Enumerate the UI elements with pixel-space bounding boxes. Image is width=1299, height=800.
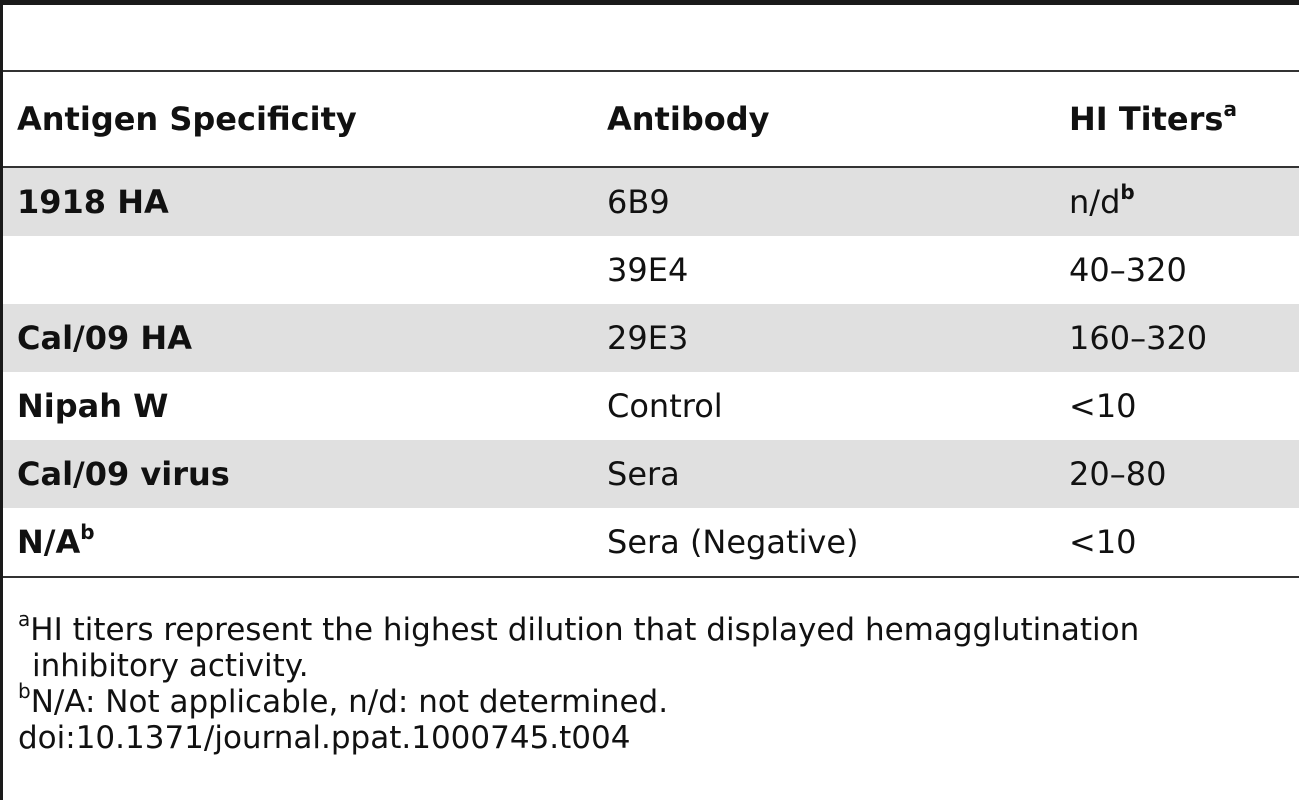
titer-text: n/d: [1069, 183, 1121, 221]
cell-titer: <10: [1055, 372, 1299, 440]
table-row: Nipah W Control <10: [3, 372, 1299, 440]
table-body: 1918 HA 6B9 n/db 39E4 40–320 Cal/09 HA 2…: [3, 167, 1299, 577]
antigen-text: Cal/09 virus: [17, 455, 230, 493]
antigen-text: Cal/09 HA: [17, 319, 192, 357]
header-antibody: Antibody: [593, 71, 1055, 168]
antibody-text: Sera: [607, 455, 680, 493]
footnote-b-text: N/A: Not applicable, n/d: not determined…: [30, 684, 669, 720]
cell-titer: 160–320: [1055, 304, 1299, 372]
titer-text: 20–80: [1069, 455, 1167, 493]
antibody-text: 6B9: [607, 183, 670, 221]
footnote-b-mark: b: [18, 679, 31, 703]
footnote-b: bN/A: Not applicable, n/d: not determine…: [18, 681, 1288, 720]
cell-titer: 20–80: [1055, 440, 1299, 508]
table-row: 39E4 40–320: [3, 236, 1299, 304]
antibody-text: Sera (Negative): [607, 523, 859, 561]
titer-text: 160–320: [1069, 319, 1208, 357]
table-row: Cal/09 HA 29E3 160–320: [3, 304, 1299, 372]
cell-antibody: 29E3: [593, 304, 1055, 372]
table-footnotes: aHI titers represent the highest dilutio…: [18, 609, 1288, 756]
antigen-text: 1918 HA: [17, 183, 169, 221]
antigen-text: N/A: [17, 523, 81, 561]
header-titers-footnote-mark: a: [1223, 97, 1237, 121]
cell-antibody: Control: [593, 372, 1055, 440]
titer-text: <10: [1069, 523, 1137, 561]
cell-titer: n/db: [1055, 167, 1299, 236]
header-hi-titers: HI Titersa: [1055, 71, 1299, 168]
titer-text: 40–320: [1069, 251, 1187, 289]
header-titers-label: HI Titers: [1069, 100, 1224, 138]
antibody-text: Control: [607, 387, 723, 425]
cell-antigen: Cal/09 HA: [3, 304, 593, 372]
cell-titer: 40–320: [1055, 236, 1299, 304]
doi-text: doi:10.1371/journal.ppat.1000745.t004: [18, 720, 631, 756]
table-container: Antigen Specificity Antibody HI Titersa …: [3, 70, 1299, 578]
antibody-text: 39E4: [607, 251, 689, 289]
header-antigen-specificity: Antigen Specificity: [3, 71, 593, 168]
antibody-text: 29E3: [607, 319, 689, 357]
footnote-a: aHI titers represent the highest dilutio…: [18, 609, 1288, 648]
cell-antigen: [3, 236, 593, 304]
titer-text: <10: [1069, 387, 1137, 425]
cell-antibody: Sera (Negative): [593, 508, 1055, 577]
doi-line: doi:10.1371/journal.ppat.1000745.t004: [18, 720, 1288, 756]
top-border-rule: [0, 0, 1299, 5]
antigen-text: Nipah W: [17, 387, 169, 425]
footnote-a-continuation: inhibitory activity.: [18, 648, 1288, 684]
footnote-a-mark: a: [18, 607, 31, 631]
table-row: 1918 HA 6B9 n/db: [3, 167, 1299, 236]
cell-antibody: Sera: [593, 440, 1055, 508]
header-antigen-label: Antigen Specificity: [17, 100, 357, 138]
cell-antibody: 39E4: [593, 236, 1055, 304]
cell-antigen: 1918 HA: [3, 167, 593, 236]
left-border-rule: [0, 0, 3, 800]
cell-antigen: Nipah W: [3, 372, 593, 440]
hi-titers-table: Antigen Specificity Antibody HI Titersa …: [3, 70, 1299, 578]
cell-titer: <10: [1055, 508, 1299, 577]
table-row: Cal/09 virus Sera 20–80: [3, 440, 1299, 508]
cell-antigen: Cal/09 virus: [3, 440, 593, 508]
titer-footnote-mark: b: [1120, 180, 1135, 204]
header-antibody-label: Antibody: [607, 100, 770, 138]
table-row: N/Ab Sera (Negative) <10: [3, 508, 1299, 577]
antigen-footnote-mark: b: [80, 520, 95, 544]
footnote-a-text-line1: HI titers represent the highest dilution…: [30, 612, 1140, 648]
table-header: Antigen Specificity Antibody HI Titersa: [3, 71, 1299, 168]
cell-antigen: N/Ab: [3, 508, 593, 577]
cell-antibody: 6B9: [593, 167, 1055, 236]
footnote-a-text-line2: inhibitory activity.: [32, 648, 309, 684]
header-row: Antigen Specificity Antibody HI Titersa: [3, 71, 1299, 168]
